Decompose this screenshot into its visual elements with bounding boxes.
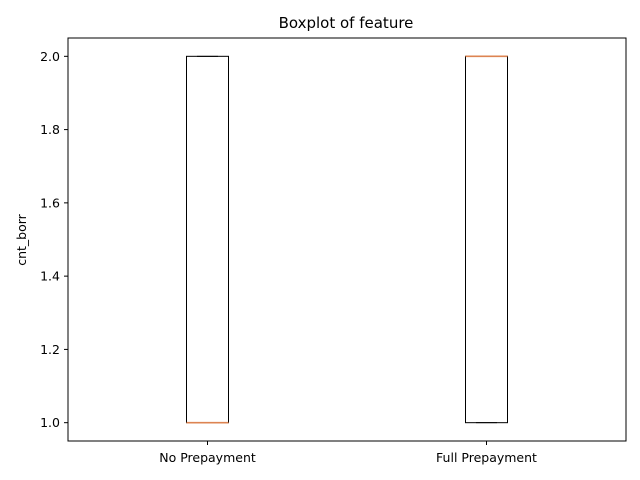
box-body <box>186 55 229 424</box>
plot-area: 1.0 1.2 1.4 1.6 1.8 2.0 No Prepayment Full Prep… <box>40 37 627 465</box>
y-tick-label: 1.8 <box>40 122 60 137</box>
y-axis-title: cnt_borr <box>14 213 29 265</box>
y-tick-label: 2.0 <box>40 49 60 64</box>
y-tick-label: 1.6 <box>40 195 60 210</box>
y-tick-label: 1.4 <box>40 269 60 284</box>
x-tick-label: Full Prepayment <box>436 450 537 465</box>
axes-frame <box>67 37 627 442</box>
box-body <box>465 55 508 424</box>
chart-title: Boxplot of feature <box>279 14 414 32</box>
x-tick-label: No Prepayment <box>159 450 256 465</box>
y-tick-label: 1.0 <box>40 415 60 430</box>
y-tick-label: 1.2 <box>40 342 60 357</box>
